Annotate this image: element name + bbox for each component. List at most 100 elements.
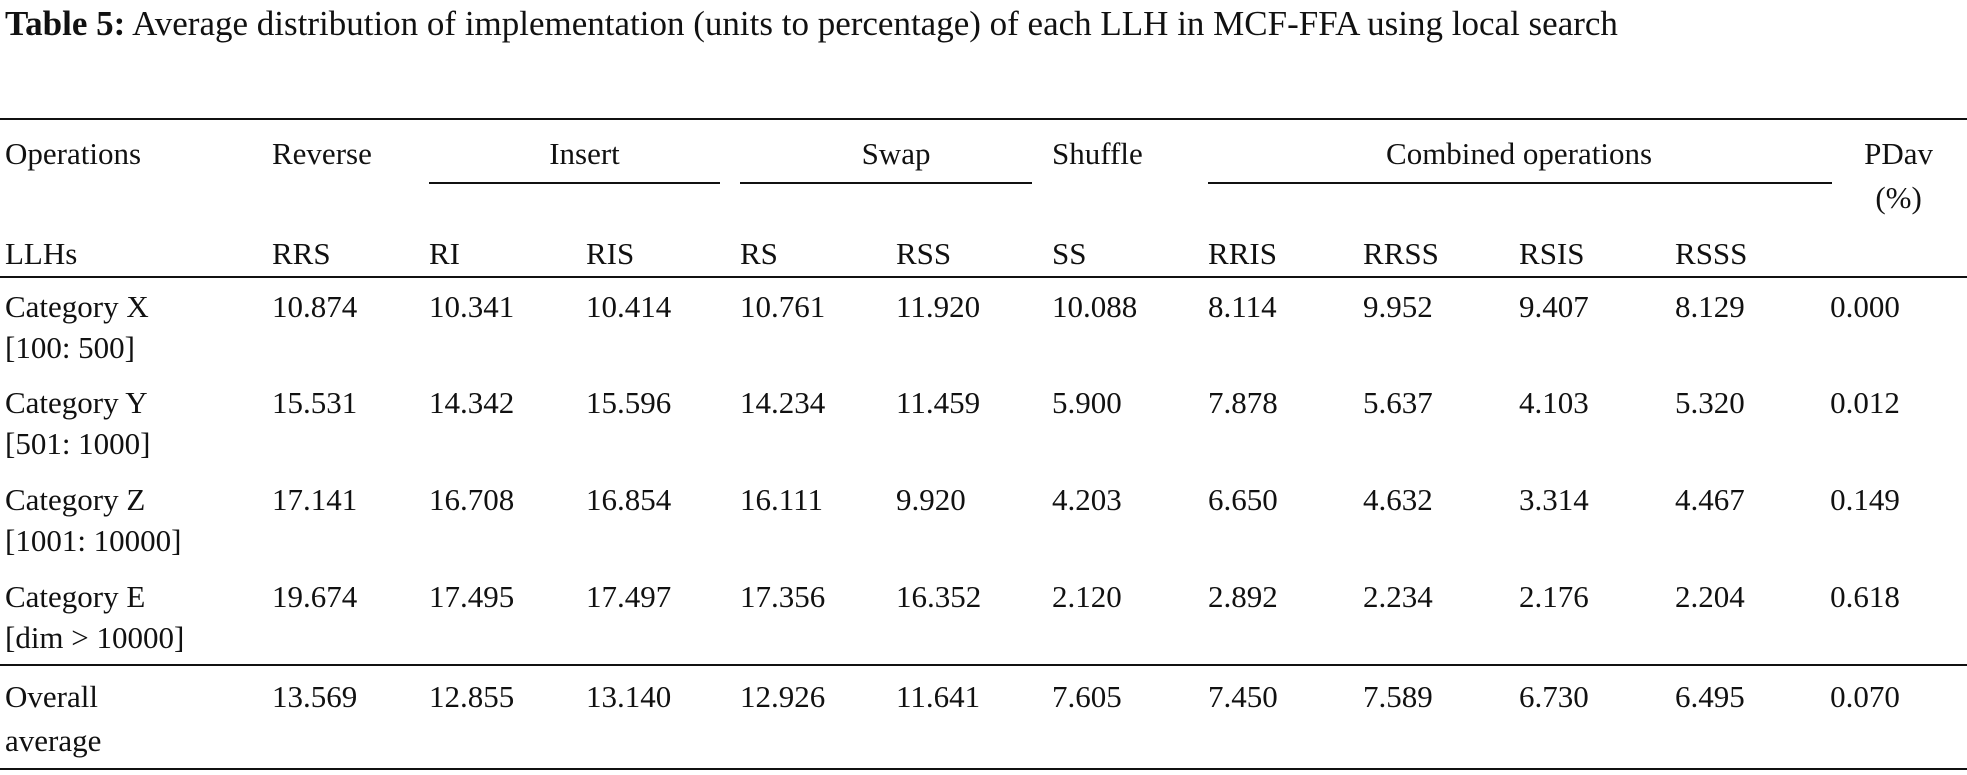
group-rule: [429, 182, 720, 184]
table-cell: 4.103: [1519, 385, 1589, 420]
table-cell: 6.730: [1519, 665, 1676, 770]
table-cell: 2.176: [1519, 568, 1676, 666]
table-cell: 15.596: [586, 385, 672, 420]
table-cell: 12.855: [429, 665, 586, 770]
table-cell: 0.149: [1830, 482, 1900, 517]
row-range: [501: 1000]: [5, 426, 151, 461]
table-row: Category Z [1001: 10000] 17.141 16.708 16.85…: [0, 471, 1967, 568]
group-rule: [740, 182, 1033, 184]
table-cell: 0.000: [1830, 289, 1900, 324]
table-cell: 4.203: [1052, 482, 1122, 517]
table-cell: 16.854: [586, 482, 672, 517]
table-cell: 14.342: [429, 385, 515, 420]
table-cell: 7.605: [1052, 665, 1209, 770]
table-cell: 5.637: [1363, 385, 1433, 420]
row-range: [1001: 10000]: [5, 523, 182, 558]
row-label: Category X [100: 500]: [0, 277, 272, 374]
row-name: Category X: [5, 289, 149, 324]
table-cell: 2.120: [1052, 568, 1209, 666]
table-cell: 17.495: [429, 568, 586, 666]
row-range: [dim > 10000]: [5, 620, 185, 655]
table-cell: 14.234: [740, 385, 826, 420]
table-cell: 4.467: [1675, 482, 1745, 517]
table-cell: 10.088: [1052, 289, 1138, 324]
table-cell: 2.892: [1208, 568, 1364, 666]
row-name: Overall: [5, 679, 98, 714]
table-cell: 4.632: [1363, 482, 1433, 517]
table-cell: 5.320: [1675, 385, 1745, 420]
table-cell: 11.920: [896, 289, 981, 324]
table-cell: 10.761: [740, 289, 826, 324]
table-cell: 8.114: [1208, 289, 1277, 324]
row-range: [100: 500]: [5, 330, 136, 365]
table-row: Category Y [501: 1000] 15.531 14.342 15.596 1…: [0, 374, 1967, 471]
table-cell: 11.641: [896, 665, 1053, 770]
subcol: RSIS: [1519, 197, 1676, 278]
table-cell: 12.926: [740, 665, 896, 770]
header-operations: Operations: [0, 118, 272, 197]
header-combined-label: Combined operations: [1386, 136, 1653, 171]
table-cell: 8.129: [1675, 289, 1745, 324]
row-label: Category Y [501: 1000]: [0, 374, 272, 471]
table-cell: 13.569: [272, 665, 429, 770]
subcol: SS: [1052, 197, 1209, 278]
header-shuffle: Shuffle: [1052, 118, 1209, 197]
table-cell: 10.874: [272, 289, 358, 324]
subcol: RRS: [272, 197, 429, 278]
subcol: RS: [740, 197, 896, 278]
table-cell: 16.708: [429, 482, 515, 517]
subcol: RSS: [896, 197, 1053, 278]
table-cell: 15.531: [272, 385, 358, 420]
table-row: Category E [dim > 10000] 19.674 17.495 17.49…: [0, 568, 1967, 666]
table-cell: 19.674: [272, 568, 429, 666]
subcol: RRIS: [1208, 197, 1364, 278]
table-cell: 6.650: [1208, 482, 1278, 517]
header-swap-label: Swap: [861, 136, 931, 171]
subcol: RI: [429, 197, 586, 278]
table-cell: 9.407: [1519, 289, 1589, 324]
subcol: RRSS: [1363, 197, 1520, 278]
header-row-groups: Operations Reverse Insert Swap Shuffle C…: [0, 118, 1967, 278]
row-label: Overall average: [0, 665, 272, 770]
subcol: RSSS: [1675, 197, 1831, 278]
table-cell: 9.920: [896, 482, 966, 517]
header-insert-label: Insert: [549, 136, 620, 171]
table-cell: 16.111: [740, 482, 823, 517]
caption-label: Table 5:: [5, 4, 126, 43]
table-cell: 2.234: [1363, 568, 1520, 666]
header-pdav: PDav (%): [1830, 118, 1967, 278]
table-row: Category X [100: 500] 10.874 10.341 10.414 10…: [0, 277, 1967, 374]
table-cell: 16.352: [896, 568, 1053, 666]
table-cell: 7.450: [1208, 665, 1364, 770]
header-row-llhs: LLHs RRS RI RIS RS RSS SS RRIS RRSS RSIS…: [0, 197, 1967, 278]
row-range: average: [5, 723, 102, 758]
row-name: Category Y: [5, 385, 148, 420]
table-cell: 0.618: [1830, 568, 1967, 666]
header-reverse: Reverse: [272, 118, 429, 197]
table-cell: 7.878: [1208, 385, 1278, 420]
table-cell: 13.140: [586, 665, 740, 770]
header-combined: Combined operations: [1208, 118, 1833, 197]
table-cell: 17.141: [272, 482, 358, 517]
row-name: Category E: [5, 579, 146, 614]
table-cell: 0.012: [1830, 385, 1900, 420]
table-cell: 0.070: [1830, 665, 1967, 770]
table-cell: 9.952: [1363, 289, 1433, 324]
pdav-label: PDav: [1864, 136, 1933, 171]
table-caption: Table 5: Average distribution of impleme…: [5, 4, 1965, 44]
table-cell: 7.589: [1363, 665, 1520, 770]
table-cell: 3.314: [1519, 482, 1589, 517]
header-insert: Insert: [429, 118, 740, 197]
table-cell: 2.204: [1675, 568, 1831, 666]
header-swap: Swap: [740, 118, 1053, 197]
subcol: RIS: [586, 197, 740, 278]
row-label: Category E [dim > 10000]: [0, 568, 272, 666]
group-rule: [1208, 182, 1833, 184]
table-cell: 10.341: [429, 289, 515, 324]
row-name: Category Z: [5, 482, 146, 517]
pdav-unit: (%): [1875, 180, 1922, 215]
table-cell: 17.497: [586, 568, 740, 666]
header-llhs: LLHs: [0, 197, 272, 278]
table-cell: 5.900: [1052, 385, 1122, 420]
table-cell: 10.414: [586, 289, 672, 324]
